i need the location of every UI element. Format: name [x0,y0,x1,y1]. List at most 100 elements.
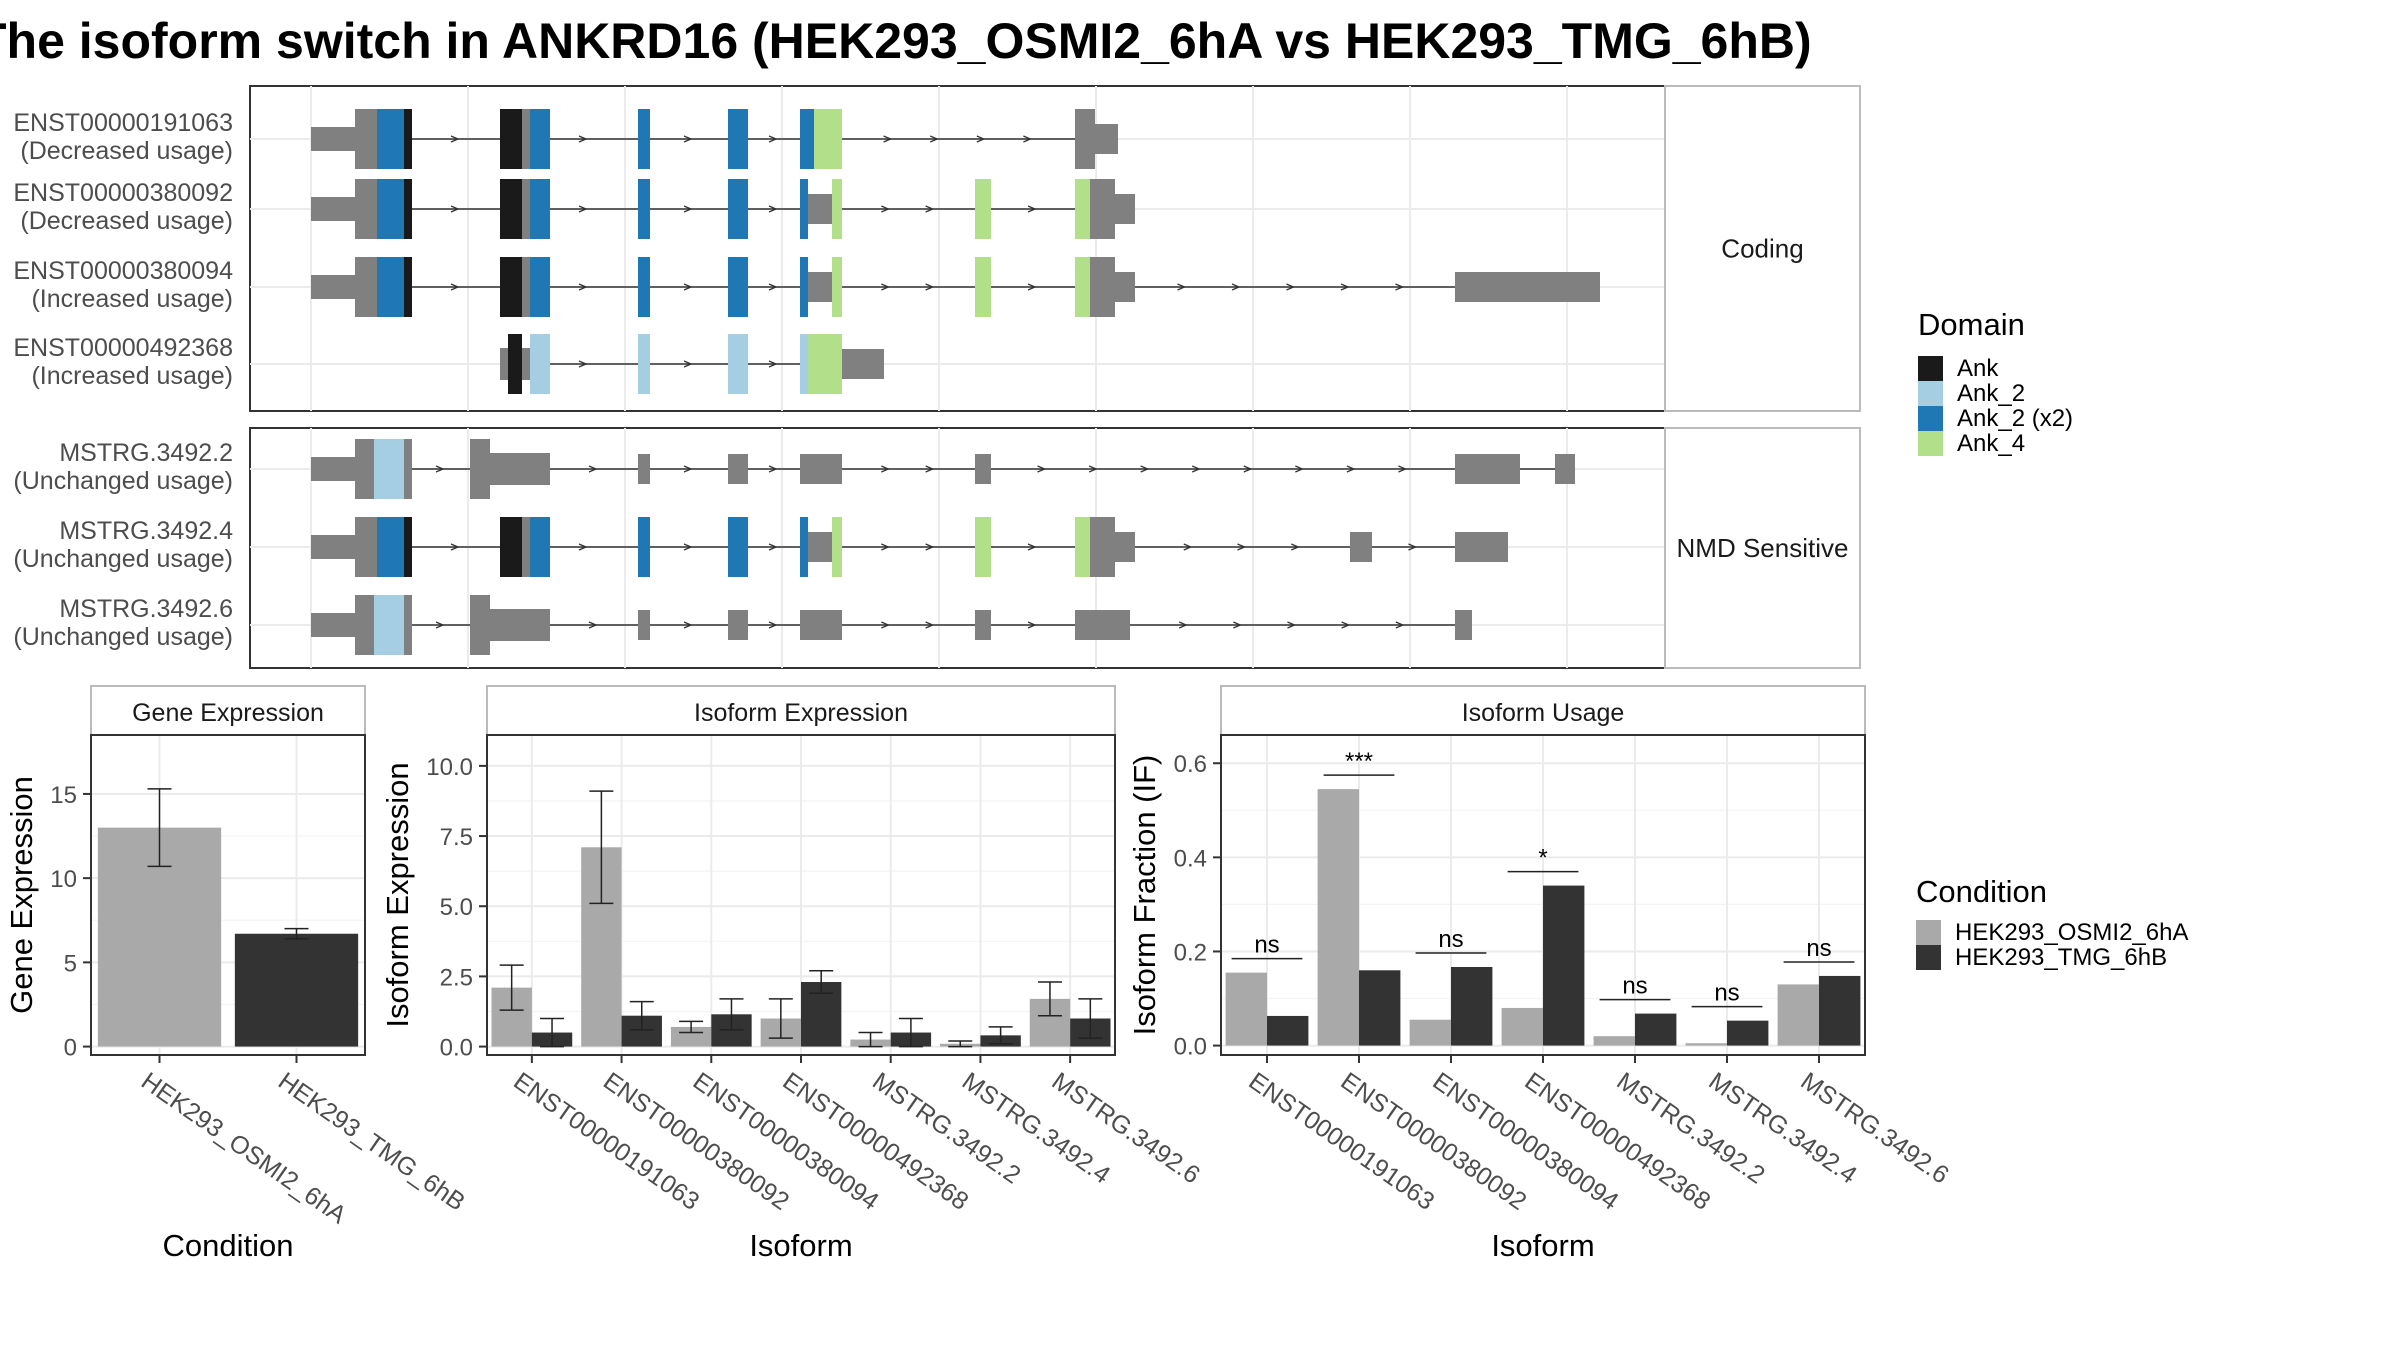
facet-strip [1664,85,1861,412]
intron-arrow [881,465,890,473]
domain-ank-4 [1075,179,1090,239]
intron-arrow [1346,465,1356,473]
bar [1593,1036,1635,1046]
y-tick-label: 2.5 [440,964,473,991]
domain-ank-2-x2- [800,517,808,577]
intron-arrow [1395,283,1405,291]
y-tick-label: 15 [50,782,77,809]
domain-ank-4 [832,179,842,239]
domain-ank-4 [975,179,991,239]
transcript-row: MSTRG.3492.4(Unchanged usage) [13,517,1508,577]
exon [728,454,748,484]
exon [311,275,355,299]
domain-ank-2-x2- [530,257,550,317]
intron-arrow [1027,205,1037,213]
domain-ank-4 [975,257,991,317]
y-tick-label: 0.6 [1174,751,1207,778]
y-tick-label: 0.0 [1174,1034,1207,1061]
y-axis-title: Isoform Expression [380,762,415,1027]
domain-ank [404,517,412,577]
bar [1409,1019,1451,1046]
exon [638,610,650,640]
y-axis-title: Gene Expression [4,776,39,1014]
domain-ank-2-x2- [728,109,748,169]
intron-arrow [450,205,460,213]
domain-ank-2-x2- [728,257,748,317]
domain-ank-2 [728,334,748,394]
legend-condition-title: Condition [1916,874,2047,909]
chart-strip [486,685,1116,736]
intron-arrow [683,465,693,473]
domain-ank [500,109,522,169]
domain-exon [522,517,530,577]
domain-ank [500,517,522,577]
exon [975,454,991,484]
domain-ank-2-x2- [377,109,404,169]
intron-arrow [925,543,935,551]
facet-strip [1664,427,1861,669]
intron-arrow [578,205,588,213]
intron-arrow [1177,283,1187,291]
intron-arrow [768,360,778,368]
transcript-usage: (Increased usage) [31,285,233,313]
bar [1543,885,1585,1046]
domain-ank-2-x2- [800,109,808,169]
exon [311,613,355,637]
bar [1727,1020,1769,1046]
intron-arrow [883,135,893,143]
intron-arrow [1140,465,1150,473]
exon [470,439,490,499]
chart-title: Gene Expression [132,699,324,727]
bar [234,933,359,1047]
intron-arrow [1027,621,1037,629]
chart-strip [1220,685,1866,736]
significance-label: ns [1622,973,1647,1000]
domain-ank-4 [832,517,842,577]
legend-domain-swatch [1918,406,1943,431]
legend-domain-swatch [1918,381,1943,406]
transcript-row: ENST00000380094(Increased usage) [13,257,1600,317]
intron-arrow [925,621,935,629]
transcript-usage: (Decreased usage) [20,137,233,165]
domain-ank-4 [808,334,842,394]
intron-arrow [1290,543,1300,551]
intron-arrow [683,205,693,213]
legend-domain-label: Ank_2 [1957,380,2025,407]
intron-arrow [925,283,935,291]
exon [728,610,748,640]
intron-arrow [1037,465,1047,473]
exon [1115,272,1128,302]
facet-label: Coding [1721,234,1803,264]
domain-exon [522,109,530,169]
legend-condition-swatch [1916,945,1941,970]
legend-domain-title: Domain [1918,307,2025,342]
bar [1501,1007,1543,1046]
exon [311,457,355,481]
domain-ank-2-x2- [800,179,808,239]
transcript-row: MSTRG.3492.2(Unchanged usage) [13,439,1575,499]
domain-ank-2-x2- [530,179,550,239]
domain-ank-2 [374,595,404,655]
transcript-id: MSTRG.3492.6 [59,595,233,623]
intron-arrow [1231,283,1241,291]
intron-arrow [450,283,460,291]
exon [1455,272,1600,302]
chart-1: Isoform ExpressionENST00000191063ENST000… [380,685,1205,1263]
intron-arrow [450,543,460,551]
intron-arrow [578,543,588,551]
domain-ank-2-x2- [800,257,808,317]
exon [311,535,355,559]
exon [1350,532,1372,562]
exon [311,197,355,221]
significance-label: ns [1806,935,1831,962]
bar [1225,972,1267,1046]
transcript-usage: (Decreased usage) [20,207,233,235]
exon [800,610,842,640]
intron-arrow [1178,621,1188,629]
y-tick-label: 0 [64,1035,77,1062]
intron-arrow [1340,283,1350,291]
bar [1635,1013,1677,1046]
intron-arrow [881,283,890,291]
